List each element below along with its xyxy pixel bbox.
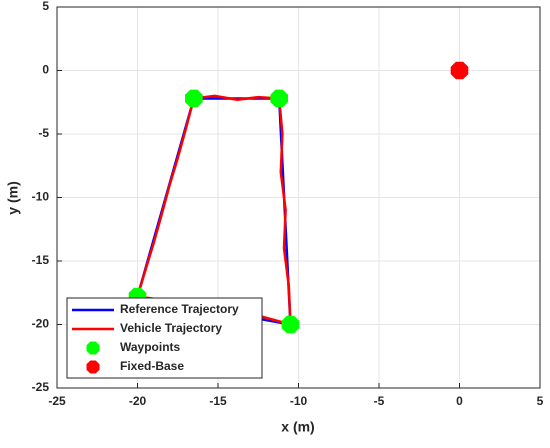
y-tick-label: -25 <box>32 380 50 394</box>
legend-swatch <box>86 360 100 374</box>
y-tick-label: -10 <box>32 190 50 204</box>
y-tick-label: -15 <box>32 253 50 267</box>
y-tick-label: -5 <box>38 126 49 140</box>
legend-label: Waypoints <box>120 340 181 354</box>
axes-box <box>56 6 541 389</box>
legend-label: Reference Trajectory <box>120 302 239 316</box>
y-tick-label: 5 <box>42 0 49 13</box>
y-axis-label: y (m) <box>5 181 21 214</box>
marker <box>185 89 203 108</box>
marker <box>270 89 288 108</box>
marker <box>281 315 300 334</box>
legend-label: Fixed-Base <box>120 359 184 373</box>
x-tick-label: -5 <box>374 394 385 408</box>
legend-swatch <box>86 341 100 355</box>
x-tick-label: 0 <box>456 394 463 408</box>
x-tick-label: -15 <box>209 394 227 408</box>
x-tick-label: -10 <box>290 394 308 408</box>
y-tick-label: 0 <box>42 63 49 77</box>
marker <box>450 61 469 80</box>
legend-label: Vehicle Trajectory <box>120 321 222 335</box>
x-axis-label: x (m) <box>281 419 314 435</box>
x-tick-label: 5 <box>537 394 544 408</box>
x-tick-label: -20 <box>129 394 147 408</box>
y-tick-label: -20 <box>32 317 50 331</box>
x-tick-label: -25 <box>48 394 66 408</box>
